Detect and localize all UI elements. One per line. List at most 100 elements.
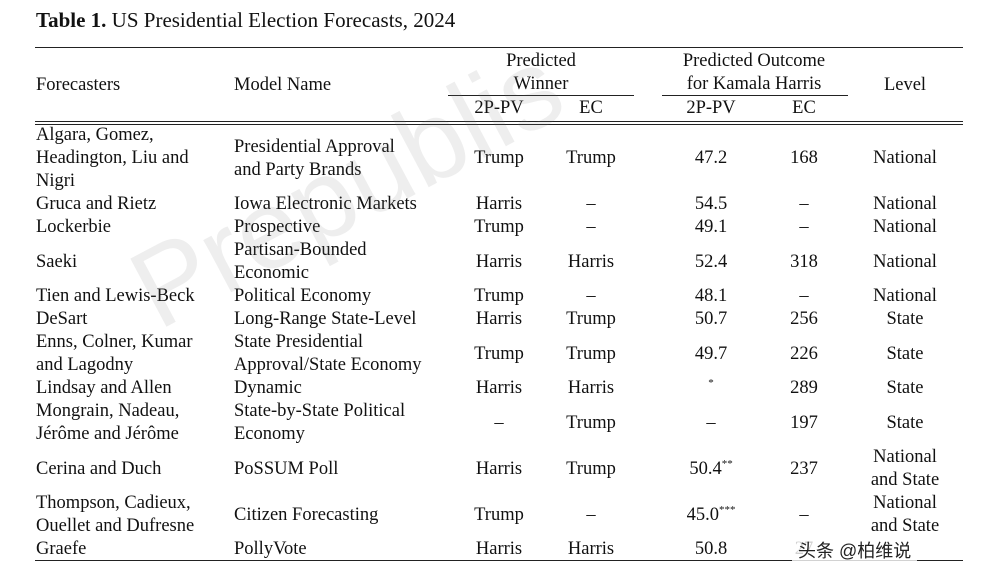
table-title: Table 1. US Presidential Election Foreca… bbox=[36, 8, 455, 33]
winner-ec-cell: Trump bbox=[566, 412, 616, 433]
level-cell: State bbox=[886, 309, 924, 329]
forecaster-name: Jérôme and Jérôme bbox=[36, 424, 179, 444]
winner-ec-cell: Trump bbox=[566, 343, 616, 364]
outcome-2ppv-cell: – bbox=[706, 412, 715, 435]
winner-2ppv-cell: Harris bbox=[475, 194, 523, 214]
outcome-ec-cell: 226 bbox=[790, 343, 818, 364]
outcome-ec-cell: 197 bbox=[790, 412, 818, 433]
model-name: PoSSUM Poll bbox=[234, 458, 339, 479]
forecaster-name: Lockerbie bbox=[36, 217, 111, 237]
model-name: Economic bbox=[234, 263, 310, 283]
header-model-name: Model Name bbox=[234, 75, 332, 95]
winner-ec-cell: Harris bbox=[567, 539, 615, 559]
level-cell: State bbox=[886, 378, 924, 398]
winner-2ppv-cell: – bbox=[494, 412, 504, 433]
outcome-2ppv-value: 49.7 bbox=[694, 343, 728, 364]
outcome-2ppv-cell: 48.1 bbox=[695, 285, 727, 308]
model-name: Approval/State Economy bbox=[234, 355, 422, 375]
forecaster-name: Nigri bbox=[36, 171, 76, 191]
subheader-2ppv-winner: 2P-PV bbox=[474, 98, 524, 118]
footnote-marker: *** bbox=[718, 503, 736, 516]
table-label: Table 1. bbox=[36, 8, 107, 32]
outcome-ec-cell: – bbox=[799, 217, 809, 237]
outcome-2ppv-value: 50.4 bbox=[689, 458, 722, 479]
level-cell: National bbox=[873, 148, 937, 168]
forecaster-name: Cerina and Duch bbox=[36, 458, 162, 479]
footnote-marker: * bbox=[708, 376, 714, 389]
outcome-2ppv-value: 52.4 bbox=[694, 251, 728, 272]
outcome-2ppv-value: 45.0 bbox=[686, 504, 719, 525]
winner-2ppv-cell: Harris bbox=[475, 458, 523, 479]
model-name: PollyVote bbox=[234, 539, 307, 559]
top-rule bbox=[35, 47, 963, 48]
outcome-2ppv-value: 50.7 bbox=[694, 309, 728, 329]
outcome-2ppv-value: 50.8 bbox=[694, 539, 728, 559]
forecaster-name: Graefe bbox=[36, 539, 87, 559]
outcome-2ppv-cell: * bbox=[708, 377, 714, 400]
winner-2ppv-cell: Trump bbox=[474, 343, 524, 364]
outcome-2ppv-cell: 54.5 bbox=[695, 193, 727, 216]
level-cell: State bbox=[886, 343, 924, 364]
winner-ec-cell: – bbox=[586, 217, 596, 237]
outcome-2ppv-value: 48.1 bbox=[694, 286, 728, 306]
forecaster-name: Algara, Gomez, bbox=[36, 125, 154, 145]
header-level: Level bbox=[883, 75, 927, 95]
outcome-ec-cell: – bbox=[799, 194, 809, 214]
footnote-marker: ** bbox=[721, 457, 733, 470]
forecaster-name: Tien and Lewis-Beck bbox=[36, 286, 195, 306]
model-name: Long-Range State-Level bbox=[234, 309, 417, 329]
forecaster-name: Lindsay and Allen bbox=[36, 378, 172, 398]
model-name: Prospective bbox=[234, 217, 321, 237]
forecaster-name: DeSart bbox=[36, 309, 88, 329]
model-name: State-by-State Political bbox=[234, 401, 406, 421]
forecaster-name: Headington, Liu and bbox=[36, 148, 189, 168]
outcome-2ppv-value: 47.2 bbox=[694, 148, 728, 168]
subheader-2ppv-outcome: 2P-PV bbox=[686, 98, 736, 118]
winner-2ppv-cell: Trump bbox=[474, 286, 524, 306]
outcome-2ppv-cell: 50.4** bbox=[689, 458, 732, 481]
header-predicted-winner-1: Predicted bbox=[506, 51, 576, 71]
forecaster-name: Ouellet and Dufresne bbox=[36, 516, 195, 536]
outcome-ec-cell: 256 bbox=[790, 309, 818, 329]
header-forecasters: Forecasters bbox=[36, 75, 121, 95]
winner-2ppv-cell: Harris bbox=[475, 251, 523, 272]
winner-ec-cell: – bbox=[586, 504, 596, 525]
outcome-ec-cell: – bbox=[799, 286, 809, 306]
level-cell: National bbox=[873, 194, 937, 214]
model-name: Citizen Forecasting bbox=[234, 504, 379, 525]
header-rule-2 bbox=[35, 124, 963, 125]
outcome-ec-cell: 237 bbox=[790, 458, 818, 479]
level-cell: State bbox=[886, 412, 924, 433]
forecaster-name: Enns, Colner, Kumar bbox=[36, 332, 193, 352]
outcome-2ppv-cell: 47.2 bbox=[695, 147, 727, 170]
outcome-subrule bbox=[662, 95, 848, 96]
winner-ec-cell: Trump bbox=[566, 458, 616, 479]
outcome-2ppv-value: – bbox=[706, 412, 716, 433]
model-name: Economy bbox=[234, 424, 305, 444]
outcome-ec-cell: 168 bbox=[790, 148, 818, 168]
winner-ec-cell: Harris bbox=[567, 251, 615, 272]
model-name: Iowa Electronic Markets bbox=[234, 194, 417, 214]
header-predicted-outcome-2: for Kamala Harris bbox=[686, 74, 822, 94]
outcome-2ppv-cell: 45.0*** bbox=[687, 504, 736, 527]
forecaster-name: Saeki bbox=[36, 251, 78, 272]
header-predicted-outcome-1: Predicted Outcome bbox=[682, 51, 826, 71]
winner-ec-cell: – bbox=[586, 286, 596, 306]
model-name: and Party Brands bbox=[234, 159, 362, 180]
outcome-2ppv-value: 54.5 bbox=[694, 194, 728, 214]
forecaster-name: and Lagodny bbox=[36, 355, 134, 375]
forecaster-name: Mongrain, Nadeau, bbox=[36, 401, 180, 421]
subheader-ec-outcome: EC bbox=[792, 98, 816, 118]
model-name: Dynamic bbox=[234, 378, 302, 398]
level-cell: and State bbox=[870, 470, 940, 490]
outcome-ec-cell: 289 bbox=[790, 378, 818, 398]
header-rule-1 bbox=[35, 121, 963, 122]
subheader-ec-winner: EC bbox=[579, 98, 603, 118]
model-name: Presidential Approval bbox=[234, 136, 395, 157]
level-cell: National bbox=[873, 447, 937, 467]
outcome-2ppv-cell: 49.1 bbox=[695, 216, 727, 239]
outcome-ec-cell: – bbox=[799, 504, 809, 525]
winner-2ppv-cell: Harris bbox=[475, 309, 523, 329]
level-cell: National bbox=[873, 217, 937, 237]
level-cell: National bbox=[873, 251, 937, 272]
